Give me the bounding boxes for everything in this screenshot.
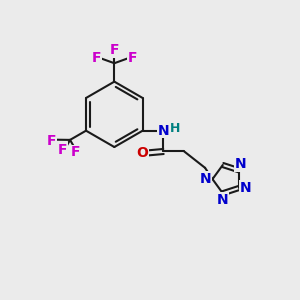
Text: F: F: [128, 51, 137, 65]
Text: N: N: [217, 193, 229, 207]
Text: F: F: [71, 145, 80, 159]
Text: H: H: [169, 122, 180, 135]
Text: F: F: [46, 134, 56, 148]
Text: F: F: [110, 43, 119, 57]
Text: N: N: [200, 172, 212, 186]
Text: F: F: [58, 142, 68, 157]
Text: O: O: [137, 146, 148, 160]
Text: N: N: [235, 157, 247, 171]
Text: N: N: [158, 124, 169, 138]
Text: F: F: [92, 51, 101, 65]
Text: N: N: [240, 181, 252, 195]
